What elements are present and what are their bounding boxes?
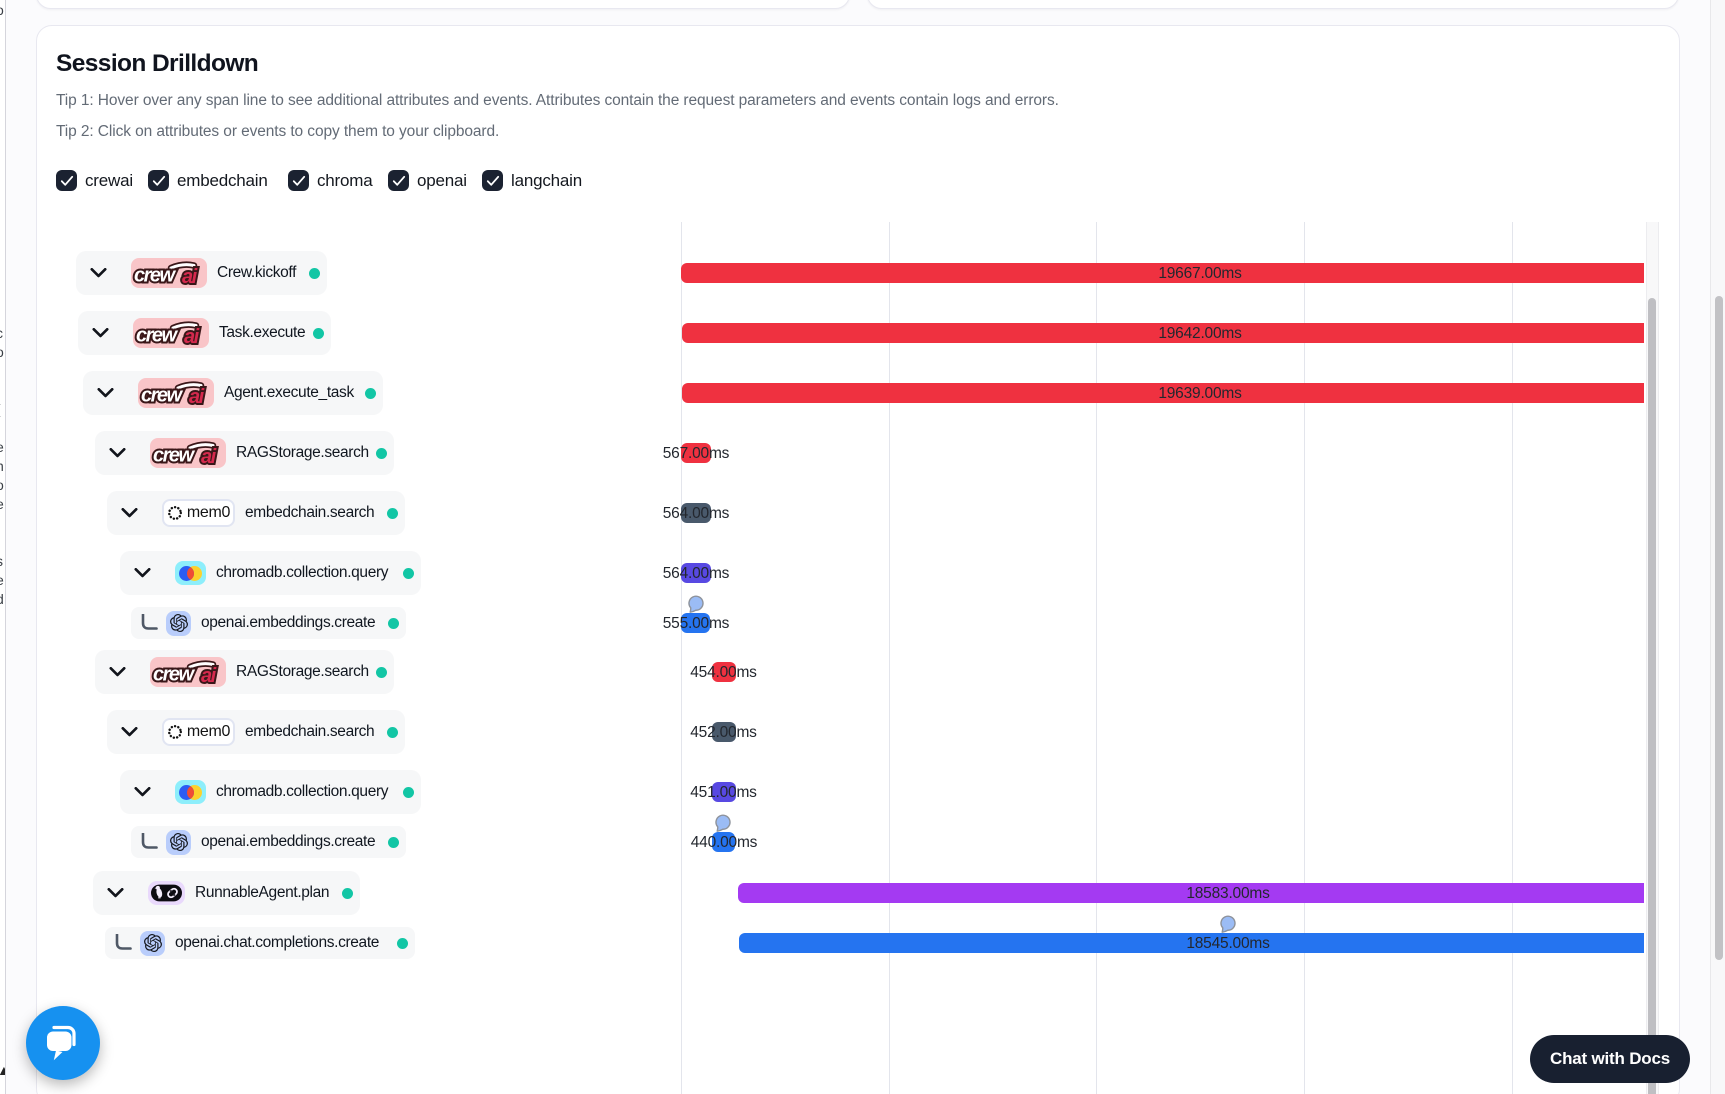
svg-text:ai: ai [201, 665, 217, 687]
svg-text:crew: crew [153, 445, 196, 467]
svg-text:ai: ai [189, 386, 205, 408]
svg-text:ai: ai [182, 266, 198, 288]
svg-text:crew: crew [134, 265, 177, 287]
svg-text:ai: ai [184, 326, 200, 348]
svg-text:crew: crew [141, 385, 184, 407]
svg-text:crew: crew [153, 664, 196, 686]
svg-text:crew: crew [136, 325, 179, 347]
svg-text:ai: ai [201, 446, 217, 468]
